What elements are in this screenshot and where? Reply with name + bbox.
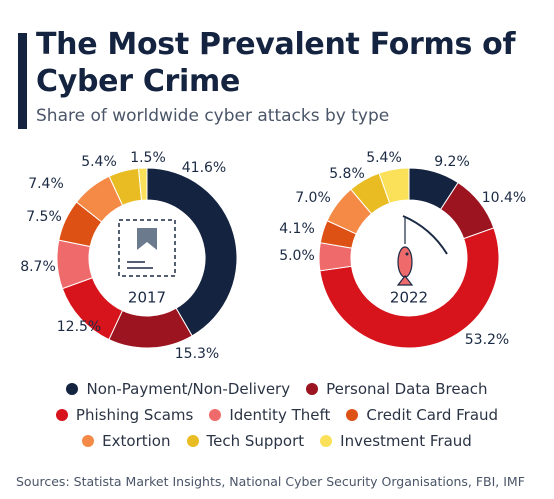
data-label: 4.1% [279,221,315,237]
legend-row: Phishing Scams Identity Theft Credit Car… [0,402,554,428]
legend-item-non-payment: Non-Payment/Non-Delivery [66,380,290,398]
data-label: 12.5% [57,319,101,335]
fish-tail [396,275,414,286]
legend: Non-Payment/Non-Delivery Personal Data B… [0,376,554,454]
legend-label: Identity Theft [229,406,331,424]
data-label: 8.7% [20,259,56,275]
title-accent-bar [18,33,27,129]
data-label: 1.5% [130,150,166,166]
legend-swatch [82,435,95,447]
data-label: 7.5% [26,209,62,225]
data-label: 5.8% [329,166,365,182]
chart-subtitle: Share of worldwide cyber attacks by type [36,106,390,126]
legend-row: Non-Payment/Non-Delivery Personal Data B… [0,376,554,402]
legend-item-tech-support: Tech Support [186,432,305,450]
data-label: 15.3% [175,346,219,362]
legend-label: Credit Card Fraud [366,406,499,424]
year-label: 2017 [128,289,166,307]
fish-eye [405,252,409,256]
legend-label: Investment Fraud [340,432,472,450]
legend-item-phishing-scams: Phishing Scams [55,406,194,424]
data-label: 5.0% [279,248,315,264]
legend-swatch [66,383,79,395]
donut-chart-2017: 41.6% 15.3% 12.5% 8.7% 7.5% 7.4% 5.4% 1.5% 2017 [20,150,238,362]
legend-item-personal-data-breach: Personal Data Breach [306,380,488,398]
data-label: 9.2% [434,154,470,170]
legend-label: Extortion [102,432,171,450]
legend-row: Extortion Tech Support Investment Fraud [0,428,554,454]
icon-frame [118,219,176,277]
legend-swatch [186,435,199,447]
donut-slice [319,227,500,349]
legend-item-extortion: Extortion [82,432,171,450]
legend-label: Phishing Scams [75,406,194,424]
legend-swatch [346,409,359,421]
donut-chart-2022: 9.2% 10.4% 53.2% 5.0% 4.1% 7.0% 5.8%5.4% 2022 [279,150,526,349]
legend-swatch [209,409,222,421]
donut-slice [108,307,193,349]
data-label: 7.4% [28,176,64,192]
data-label: 41.6% [182,160,226,176]
source-note: Sources: Statista Market Insights, Natio… [16,474,525,489]
fishing-hook-icon [396,215,448,286]
legend-swatch [306,383,319,395]
bookmark-icon [118,219,176,277]
legend-swatch [320,435,333,447]
legend-item-credit-card-fraud: Credit Card Fraud [346,406,498,424]
year-label: 2022 [390,289,428,307]
fish-body [397,246,413,278]
data-label: 10.4% [482,190,526,206]
donut-slice [146,167,238,337]
donut-slice [378,167,410,204]
legend-label: Personal Data Breach [326,380,488,398]
donut-slice [137,167,148,201]
fishing-rod [402,215,448,255]
legend-item-identity-theft: Identity Theft [209,406,330,424]
chart-title: The Most Prevalent Forms of Cyber Crime [36,27,516,99]
data-label: 7.0% [295,190,331,206]
data-label: 5.4% [81,154,117,170]
data-label: 5.4% [366,150,402,166]
data-label: 53.2% [465,332,509,348]
legend-label: Non-Payment/Non-Delivery [86,380,291,398]
legend-label: Tech Support [206,432,305,450]
legend-swatch [55,409,68,421]
icon-shape [137,228,157,250]
legend-item-investment-fraud: Investment Fraud [320,432,472,450]
